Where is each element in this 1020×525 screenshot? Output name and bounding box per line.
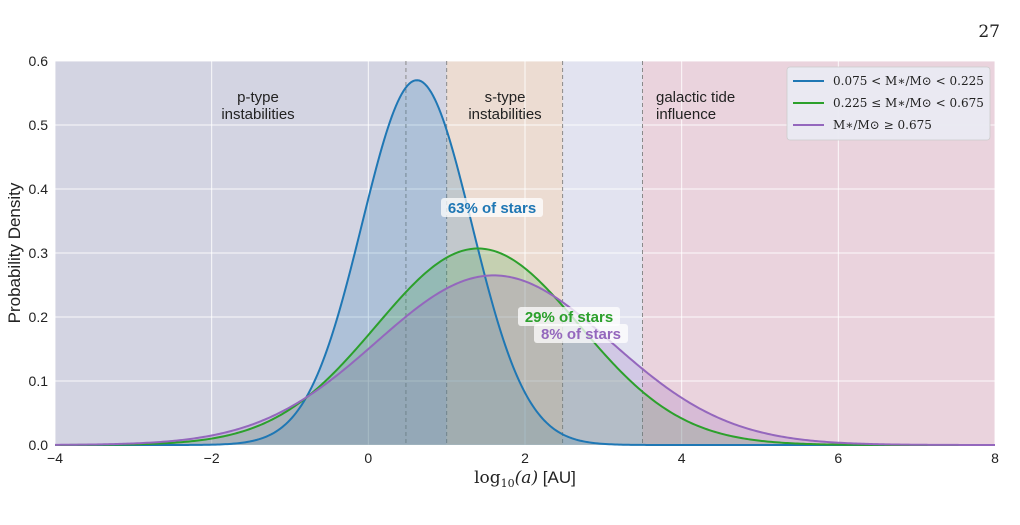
- series-1-line: [55, 247, 995, 446]
- annotation-0: 63% of stars: [448, 200, 536, 217]
- y-tick-label: 0.6: [29, 53, 49, 69]
- annotation-1: 29% of stars: [525, 309, 613, 326]
- y-tick-label: 0.3: [29, 245, 49, 261]
- legend-label-0: 0.075 < M∗/M⊙ < 0.225: [833, 74, 984, 88]
- x-tick-label: 6: [834, 450, 842, 466]
- y-tick-label: 0.5: [29, 117, 49, 133]
- boundaries-layer: [405, 61, 643, 445]
- fills-layer: [55, 80, 995, 446]
- x-tick-label: 4: [678, 450, 686, 466]
- region-label-1-0: s-type: [485, 89, 526, 106]
- region-label-3-1: influence: [656, 106, 716, 123]
- y-tick-label: 0.2: [29, 309, 49, 325]
- series-1-fill: [55, 248, 995, 445]
- series-2-fill: [55, 275, 995, 445]
- annotation-box-2: [534, 324, 628, 343]
- x-tick-label: 8: [991, 450, 999, 466]
- region-label-0-1: instabilities: [221, 106, 294, 123]
- legend-label-1: 0.225 ≤ M∗/M⊙ < 0.675: [833, 96, 984, 110]
- annotation-box-0: [441, 198, 543, 217]
- x-tick-label: −4: [47, 450, 63, 466]
- region-label-3-0: galactic tide: [656, 89, 735, 106]
- y-tick-label: 0.0: [29, 437, 49, 453]
- annotation-box-1: [518, 307, 620, 326]
- lines-layer: [54, 79, 995, 446]
- region-labels-layer: p-typeinstabilitiess-typeinstabilitiesga…: [221, 89, 735, 123]
- x-tick-label: −2: [204, 450, 220, 466]
- legend: 0.075 < M∗/M⊙ < 0.225 0.225 ≤ M∗/M⊙ < 0.6…: [786, 66, 991, 141]
- x-tick-label: 0: [364, 450, 372, 466]
- region-label-0-0: p-type: [237, 89, 279, 106]
- region-label-1-1: instabilities: [468, 106, 541, 123]
- series-2-line: [54, 274, 995, 446]
- y-axis-label: Probability Density: [5, 182, 24, 323]
- x-tick-label: 2: [521, 450, 529, 466]
- x-axis-label: log10(a) [AU]: [474, 468, 576, 490]
- y-tick-label: 0.1: [29, 373, 49, 389]
- legend-label-2: M∗/M⊙ ≥ 0.675: [833, 118, 932, 132]
- page-number: 27: [978, 22, 1000, 42]
- y-tick-label: 0.4: [29, 181, 49, 197]
- x-axis-ticks: −4 −2 0 2 4 6 8: [47, 450, 999, 466]
- y-axis-ticks: 0.0 0.1 0.2 0.3 0.4 0.5 0.6: [29, 53, 49, 453]
- annotation-2: 8% of stars: [541, 326, 621, 343]
- legend-box: [786, 66, 991, 141]
